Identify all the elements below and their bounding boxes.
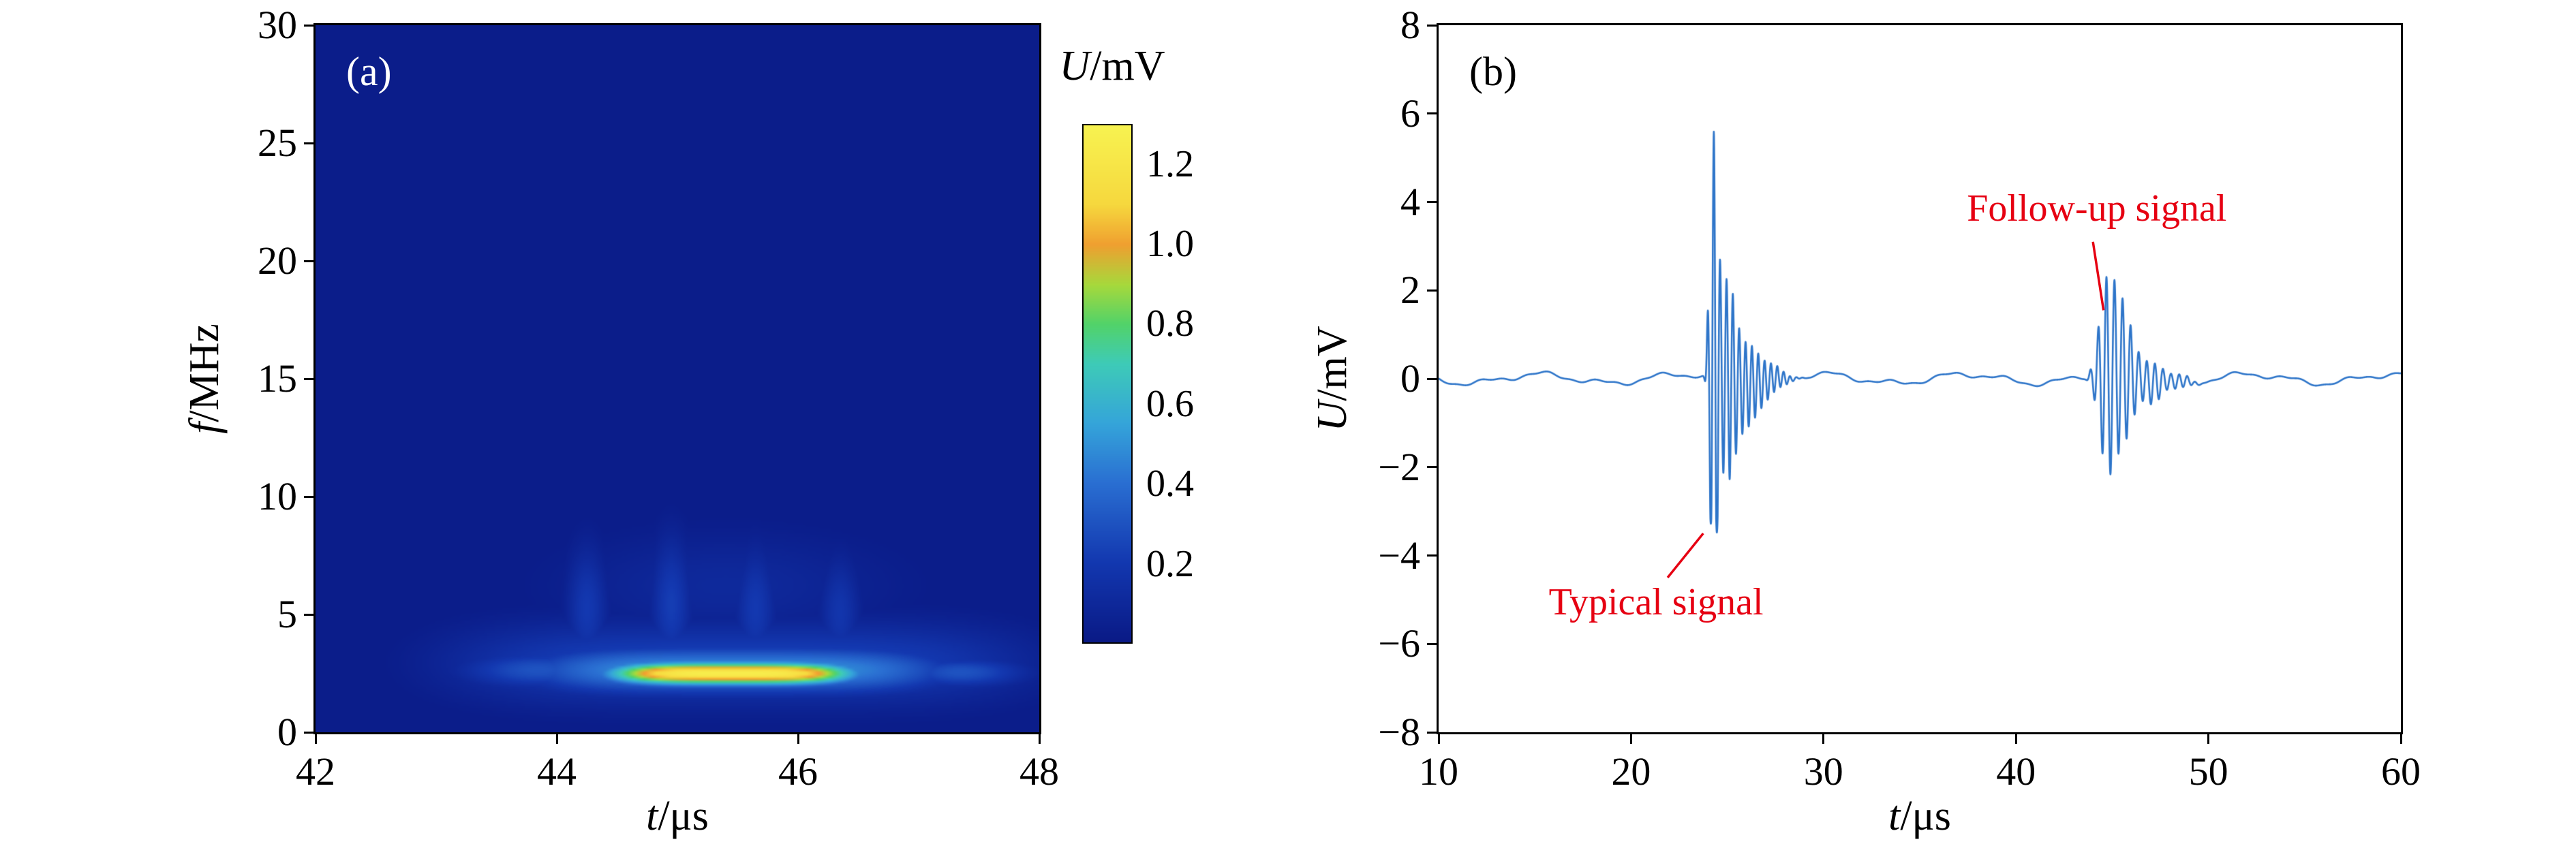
- y-tick-mark: [1427, 642, 1437, 645]
- y-tick-mark: [1427, 466, 1437, 469]
- colorbar-title: U/mV: [1059, 45, 1165, 87]
- x-tick-mark: [2399, 734, 2402, 744]
- x-tick-label: 42: [296, 749, 335, 794]
- colorbar-tick-label: 0.8: [1146, 302, 1194, 345]
- y-tick-label: 30: [258, 3, 297, 47]
- x-tick-mark: [1437, 734, 1440, 744]
- axis-var: f: [181, 422, 228, 434]
- axis-var: U: [1309, 401, 1355, 432]
- colorbar-tick-label: 1.2: [1146, 142, 1194, 185]
- x-tick-mark: [1822, 734, 1825, 744]
- y-tick-mark: [304, 24, 313, 27]
- panel-a-tag: (a): [346, 49, 392, 94]
- spectrogram-plot-area: (a): [313, 23, 1041, 734]
- x-tick-label: 40: [1996, 749, 2036, 794]
- x-tick-mark: [797, 734, 799, 744]
- y-tick-mark: [304, 495, 313, 498]
- y-tick-label: 15: [258, 356, 297, 401]
- axis-unit: /MHz: [181, 324, 228, 422]
- axis-var: U: [1059, 43, 1090, 89]
- x-tick-label: 44: [537, 749, 577, 794]
- annotation-follow-up-signal: Follow-up signal: [1967, 187, 2227, 230]
- x-tick-mark: [1038, 734, 1041, 744]
- colorbar-tick-label: 0.4: [1146, 463, 1194, 505]
- panel-b-x-axis-title: t/μs: [1888, 795, 1951, 837]
- x-tick-mark: [2207, 734, 2210, 744]
- y-tick-mark: [1427, 289, 1437, 292]
- axis-unit: /mV: [1090, 43, 1165, 89]
- panel-b-y-axis-title: U/mV: [1309, 326, 1355, 432]
- axis-unit: /μs: [658, 793, 709, 839]
- y-tick-mark: [304, 731, 313, 734]
- y-tick-mark: [1427, 112, 1437, 115]
- panel-a-x-axis-title: t/μs: [646, 795, 709, 837]
- x-tick-label: 10: [1419, 749, 1458, 794]
- x-tick-mark: [2014, 734, 2017, 744]
- y-tick-mark: [1427, 554, 1437, 557]
- colorbar-tick-label: 0.6: [1146, 382, 1194, 425]
- y-tick-label: −4: [1378, 533, 1420, 578]
- x-tick-label: 46: [778, 749, 818, 794]
- panel-a-y-axis-title: f/MHz: [181, 324, 228, 434]
- colorbar: [1082, 124, 1133, 644]
- y-tick-mark: [304, 377, 313, 380]
- y-tick-mark: [1427, 201, 1437, 203]
- axis-var: t: [1888, 793, 1901, 839]
- y-tick-label: −2: [1378, 444, 1420, 489]
- y-tick-label: 4: [1400, 179, 1420, 224]
- axis-unit: /μs: [1900, 793, 1951, 839]
- x-tick-label: 20: [1611, 749, 1651, 794]
- y-tick-label: 8: [1400, 3, 1420, 47]
- y-tick-label: 5: [277, 592, 297, 636]
- axis-unit: /mV: [1309, 326, 1355, 401]
- panel-b-tag: (b): [1469, 49, 1517, 94]
- x-tick-label: 30: [1803, 749, 1843, 794]
- y-tick-mark: [1427, 731, 1437, 734]
- y-tick-mark: [1427, 24, 1437, 27]
- annotation-typical-signal: Typical signal: [1548, 580, 1764, 623]
- x-tick-mark: [314, 734, 317, 744]
- y-tick-mark: [304, 260, 313, 262]
- y-tick-label: 6: [1400, 91, 1420, 136]
- waveform-canvas: [1439, 25, 2401, 732]
- y-tick-label: 10: [258, 474, 297, 518]
- y-tick-label: −6: [1378, 621, 1420, 666]
- y-tick-label: 20: [258, 238, 297, 283]
- y-tick-mark: [304, 142, 313, 144]
- y-tick-label: 0: [277, 710, 297, 754]
- y-tick-label: 25: [258, 121, 297, 165]
- y-tick-mark: [1427, 377, 1437, 380]
- x-tick-label: 48: [1019, 749, 1059, 794]
- x-tick-mark: [1629, 734, 1632, 744]
- axis-var: t: [646, 793, 658, 839]
- y-tick-mark: [304, 613, 313, 616]
- x-tick-label: 50: [2188, 749, 2228, 794]
- y-tick-label: −8: [1378, 710, 1420, 754]
- x-tick-mark: [555, 734, 558, 744]
- colorbar-tick-label: 0.2: [1146, 542, 1194, 585]
- y-tick-label: 2: [1400, 268, 1420, 313]
- spectrogram-canvas: [316, 25, 1039, 732]
- x-tick-label: 60: [2381, 749, 2421, 794]
- y-tick-label: 0: [1400, 356, 1420, 401]
- waveform-plot-area: (b): [1437, 23, 2403, 734]
- colorbar-canvas: [1084, 125, 1131, 642]
- colorbar-tick-label: 1.0: [1146, 223, 1194, 266]
